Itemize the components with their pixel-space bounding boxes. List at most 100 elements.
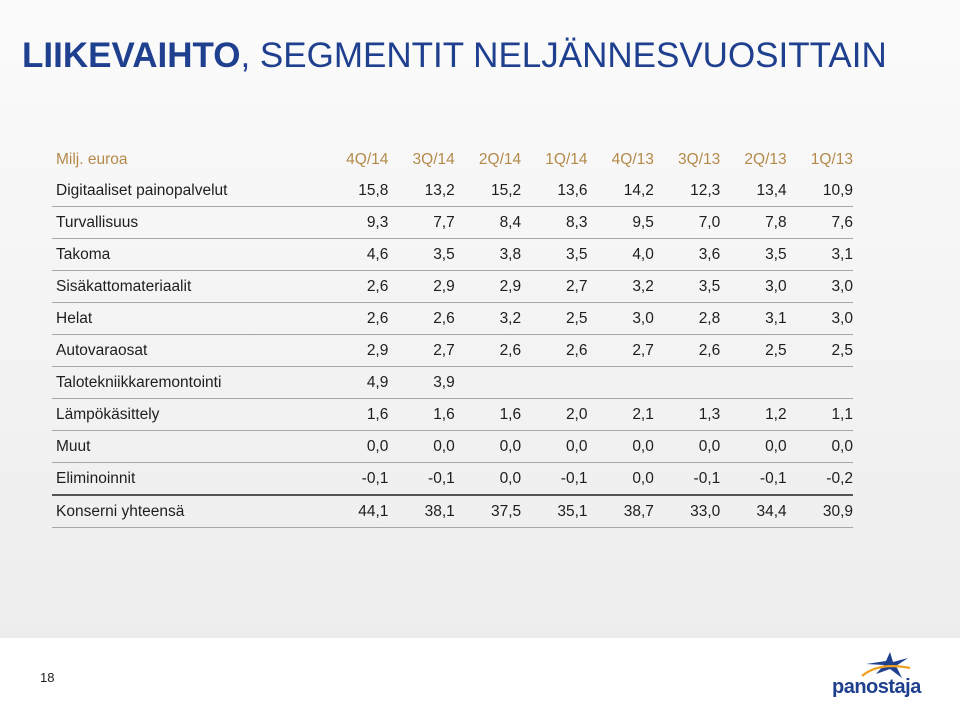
column-header: 3Q/14 [412, 150, 455, 168]
segment-revenue-table: Milj. euroa 4Q/14 3Q/14 2Q/14 1Q/14 4Q/1… [52, 144, 853, 528]
table-cell: 0,0 [499, 469, 522, 487]
table-cell: 3,8 [499, 245, 522, 263]
slide-background [0, 0, 960, 638]
table-cell: 0,0 [433, 437, 455, 455]
table-cell: 2,6 [366, 309, 389, 327]
table-cell: 1,2 [765, 405, 787, 423]
table-cell: 2,7 [433, 341, 455, 359]
table-row: Lämpökäsittely 1,6 1,6 1,6 2,0 2,1 1,3 1,2 1,1 [52, 399, 853, 431]
table-cell: 2,9 [366, 341, 389, 359]
table-row: Autovaraosat 2,9 2,7 2,6 2,6 2,7 2,6 2,5 2,5 [52, 335, 853, 367]
table-cell: 10,9 [822, 181, 853, 199]
table-cell: 3,0 [765, 277, 787, 295]
table-cell: -0,1 [560, 469, 588, 487]
column-header: 2Q/13 [744, 150, 787, 168]
title-bold-part: LIIKEVAIHTO [22, 36, 241, 75]
table-cell: 3,1 [831, 245, 853, 263]
table-cell: 7,8 [765, 213, 787, 231]
table-cell [654, 367, 720, 399]
table-cell: 3,9 [433, 373, 455, 391]
table-cell: 2,8 [698, 309, 721, 327]
table-cell: 0,0 [366, 437, 389, 455]
table-cell: 30,9 [822, 502, 853, 520]
page-number: 18 [40, 670, 55, 685]
table-cell: 2,5 [765, 341, 787, 359]
table-cell: 38,7 [623, 502, 654, 520]
logo-text: panostaja [832, 676, 921, 698]
table-cell: 13,6 [557, 181, 588, 199]
row-label: Takoma [56, 245, 111, 263]
page-title: LIIKEVAIHTO, SEGMENTIT NELJÄNNESVUOSITTA… [22, 36, 887, 76]
row-label: Autovaraosat [56, 341, 148, 359]
table-cell [521, 367, 587, 399]
table-cell: 1,6 [366, 405, 389, 423]
column-header: 4Q/14 [346, 150, 389, 168]
table-cell: 7,6 [831, 213, 853, 231]
table-cell: -0,1 [428, 469, 455, 487]
table-cell: 2,9 [433, 277, 455, 295]
row-label: Sisäkattomateriaalit [56, 277, 192, 295]
table-cell: 2,6 [366, 277, 389, 295]
row-label: Eliminoinnit [56, 469, 136, 487]
table-cell [588, 367, 654, 399]
table-cell: 13,4 [756, 181, 787, 199]
table-cell: -0,2 [826, 469, 853, 487]
table-row: Digitaaliset painopalvelut 15,8 13,2 15,2 13… [52, 175, 853, 207]
column-header: 1Q/14 [545, 150, 588, 168]
table-cell: 34,4 [756, 502, 787, 520]
table-cell: 2,7 [632, 341, 654, 359]
table-cell: 2,6 [698, 341, 721, 359]
table-cell: 3,2 [499, 309, 522, 327]
row-label: Muut [56, 437, 91, 455]
table-cell: 1,6 [499, 405, 522, 423]
table-cell: 3,5 [565, 245, 588, 263]
table-cell: 0,0 [698, 437, 721, 455]
table-cell: 15,2 [490, 181, 522, 199]
table-cell: 0,0 [831, 437, 853, 455]
table-cell: 2,5 [831, 341, 853, 359]
table-cell: 3,0 [831, 277, 853, 295]
table-cell: 1,6 [433, 405, 455, 423]
table-cell: 9,5 [632, 213, 654, 231]
table-cell: 3,0 [831, 309, 853, 327]
panostaja-logo: panostaja [832, 650, 928, 702]
table-cell: 2,6 [499, 341, 522, 359]
table-cell: 3,5 [433, 245, 455, 263]
table-cell: 37,5 [490, 502, 522, 520]
table-cell: 38,1 [424, 502, 455, 520]
table-cell: 3,0 [632, 309, 654, 327]
table-cell: 3,1 [765, 309, 787, 327]
column-header: 2Q/14 [478, 150, 522, 168]
table-cell: 2,1 [632, 405, 654, 423]
table-cell: 33,0 [690, 502, 721, 520]
table-cell: 3,5 [698, 277, 721, 295]
row-label: Helat [56, 309, 93, 327]
table-row: Sisäkattomateriaalit 2,6 2,9 2,9 2,7 3,2 3,5 3,… [52, 271, 853, 303]
table-cell: 2,0 [565, 405, 588, 423]
row-label: Konserni yhteensä [56, 502, 185, 520]
table-cell: 2,7 [565, 277, 588, 295]
table-row: Muut 0,0 0,0 0,0 0,0 0,0 0,0 0,0 0,0 [52, 431, 853, 463]
table-cell [787, 367, 853, 399]
table-cell: 12,3 [690, 181, 721, 199]
table-row: Konserni yhteensä 44,1 38,1 37,5 35,1 38,7 33,… [52, 495, 853, 528]
table-cell: 3,2 [632, 277, 654, 295]
unit-label: Milj. euroa [56, 150, 128, 168]
table-cell: 15,8 [358, 181, 389, 199]
table-header-row: Milj. euroa 4Q/14 3Q/14 2Q/14 1Q/14 4Q/1… [52, 144, 853, 175]
table-cell: 3,5 [765, 245, 787, 263]
row-label: Turvallisuus [56, 213, 139, 231]
table-cell: 8,3 [565, 213, 588, 231]
table-cell: 7,7 [433, 213, 455, 231]
table-cell: 3,6 [698, 245, 721, 263]
table-cell: 35,1 [557, 502, 588, 520]
table-cell: -0,1 [361, 469, 389, 487]
table-cell: 1,1 [831, 405, 853, 423]
table-cell: 0,0 [632, 469, 654, 487]
table-cell: -0,1 [693, 469, 721, 487]
table-cell: 0,0 [499, 437, 522, 455]
row-label: Lämpökäsittely [56, 405, 160, 423]
table-cell: 9,3 [366, 213, 389, 231]
table-cell: 0,0 [565, 437, 588, 455]
table-cell: 2,5 [565, 309, 588, 327]
